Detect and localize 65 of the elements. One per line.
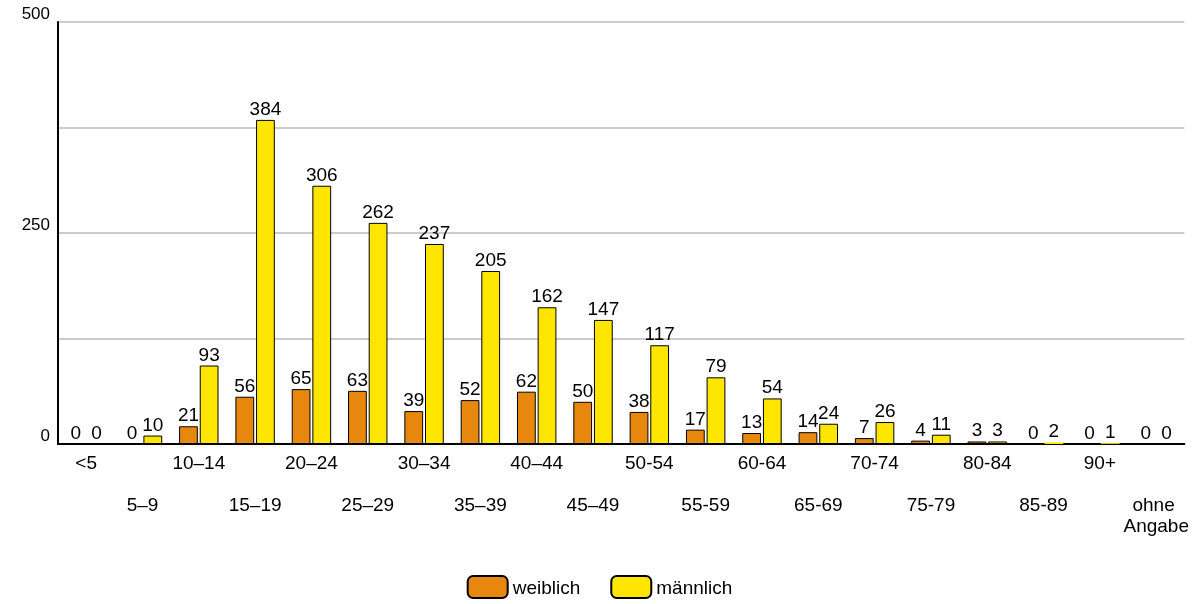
data-label: 4: [915, 418, 927, 440]
data-label: 13: [741, 411, 763, 433]
data-label: 0: [70, 422, 82, 443]
data-label: 93: [198, 343, 220, 365]
x-tick-label: 45–49: [566, 494, 620, 515]
data-label: 63: [346, 368, 368, 390]
x-tick-label: 85-89: [1019, 494, 1068, 515]
x-tick-label: 60-64: [737, 452, 787, 473]
data-label: 1: [1104, 421, 1116, 443]
x-tick-label: 65-69: [794, 494, 843, 515]
legend-label: männlich: [656, 576, 733, 598]
x-tick-label: 70-74: [850, 452, 900, 473]
x-tick-label: 20–24: [285, 452, 339, 473]
data-label: 21: [177, 404, 200, 426]
data-label: 56: [234, 374, 256, 396]
data-label: 0: [1161, 422, 1172, 443]
data-label: 17: [684, 407, 706, 429]
x-tick-label: 40–44: [510, 452, 564, 473]
legend-label: weiblich: [511, 576, 581, 598]
data-label: 50: [572, 379, 594, 401]
data-label: 38: [628, 389, 650, 411]
data-label: 0: [1140, 422, 1152, 443]
data-label: 262: [362, 200, 394, 222]
data-label: 62: [515, 369, 537, 391]
x-tick-label: 5–9: [126, 494, 159, 515]
data-label: 7: [859, 416, 870, 438]
x-tick-label: 75-79: [906, 494, 956, 515]
y-tick-label: 0: [40, 426, 50, 445]
x-tick-label: 30–34: [397, 452, 451, 473]
data-label: 14: [797, 410, 819, 432]
data-label: 0: [126, 422, 138, 443]
data-label: 205: [474, 248, 507, 270]
x-tick-label: 15–19: [228, 494, 282, 515]
data-label: 2: [1048, 420, 1060, 442]
x-tick-label: 50-54: [625, 452, 675, 473]
data-label: 65: [290, 367, 312, 389]
x-tick-label: <5: [75, 452, 97, 473]
data-label: 52: [459, 378, 481, 400]
x-tick-label: 35–39: [453, 494, 507, 515]
x-tick-label: ohne Angabe: [1123, 494, 1189, 536]
data-label: 117: [644, 323, 675, 345]
data-label: 54: [761, 376, 784, 398]
data-label: 10: [142, 413, 164, 435]
data-label: 26: [874, 400, 896, 422]
data-label: 11: [931, 412, 952, 434]
data-label: 3: [971, 419, 983, 441]
x-tick-label: 80-84: [962, 452, 1012, 473]
data-label: 237: [418, 221, 451, 243]
data-label: 24: [818, 401, 840, 423]
data-label: 162: [531, 285, 563, 307]
data-label: 384: [249, 97, 282, 119]
y-tick-label: 250: [21, 215, 50, 234]
x-tick-label: 90+: [1083, 452, 1117, 473]
data-label: 79: [705, 355, 727, 377]
data-label: 39: [403, 389, 425, 411]
y-tick-label: 500: [21, 4, 50, 23]
x-tick-label: 55-59: [681, 494, 730, 515]
x-tick-label: 25–29: [341, 494, 395, 515]
data-label: 306: [305, 163, 338, 185]
data-label: 147: [587, 297, 620, 319]
data-label: 0: [1027, 422, 1039, 443]
data-label: 0: [91, 422, 102, 443]
data-label: 3: [992, 419, 1003, 441]
data-label: 0: [1084, 422, 1095, 443]
x-tick-label: 10–14: [172, 452, 226, 473]
